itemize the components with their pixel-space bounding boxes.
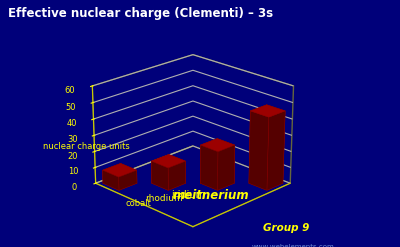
Text: Effective nuclear charge (Clementi) – 3s: Effective nuclear charge (Clementi) – 3s: [8, 7, 273, 21]
